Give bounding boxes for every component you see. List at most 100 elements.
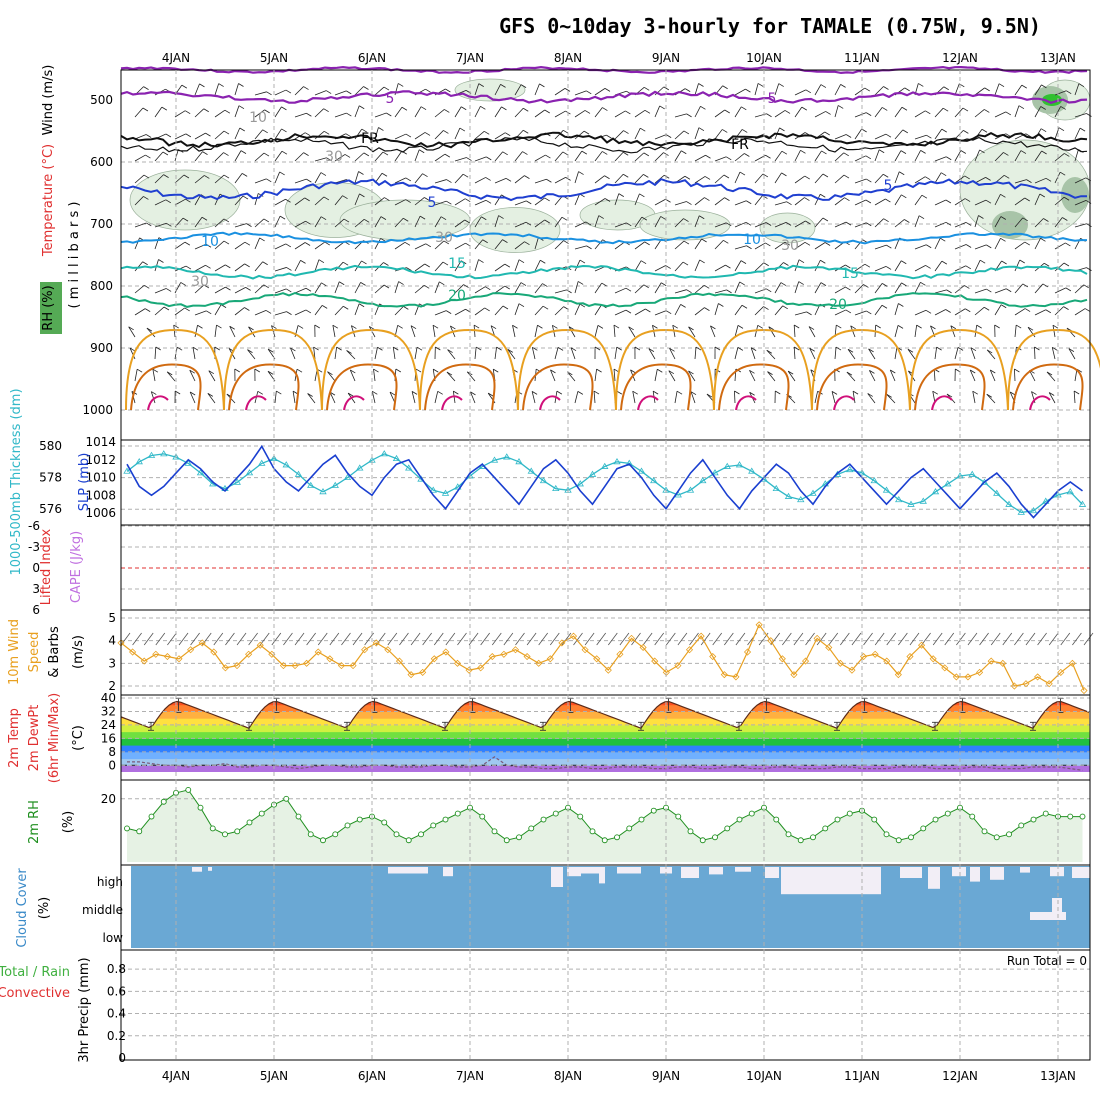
wind-barb-flag (921, 194, 928, 199)
wind-barb-flag (820, 84, 827, 88)
wind-barb-flag (886, 244, 892, 249)
wind-barb-flag (290, 347, 296, 352)
wind-barb (614, 287, 627, 294)
wind-barb-flag (544, 197, 550, 202)
wind-barb (1027, 326, 1036, 338)
wind-barb-flag (725, 264, 731, 269)
wind-barb (534, 219, 545, 228)
cloud-clear-gap (709, 867, 723, 875)
lifted-index-tick-label: 6 (32, 603, 40, 617)
wind-barb-flag (623, 173, 629, 178)
wind-barb-flag (486, 156, 492, 161)
rh2m-point (687, 828, 694, 835)
wind-barb (594, 151, 603, 162)
contour-label: 15 (841, 266, 859, 282)
rh2m-point (516, 834, 522, 841)
temperature-contour (120, 65, 1088, 75)
wind-barb-flag (151, 391, 157, 395)
rh2m-point (810, 834, 816, 841)
wind10m-speed-point (709, 652, 717, 661)
wind-barb (954, 150, 962, 162)
rh2m-point (381, 819, 388, 826)
wind10m-speed-point (245, 650, 253, 658)
cloud-clear-gap (928, 867, 940, 889)
wind-barb (554, 306, 564, 316)
wind-barb-flag (166, 371, 173, 376)
wind-barb-flag (686, 201, 692, 205)
temperature-contour-35 (245, 395, 267, 411)
wind-barb (334, 347, 338, 360)
wind-barb-flag (699, 259, 705, 264)
date-label-bottom: 11JAN (844, 1069, 880, 1083)
wind-barb-flag (925, 110, 931, 115)
wind-barb-flag (501, 106, 507, 111)
wind-barb (714, 109, 725, 118)
wind-barb (734, 260, 742, 272)
wind10m-barb (654, 632, 665, 646)
wind-barb-flag (520, 84, 527, 88)
wind-barb-flag (865, 199, 872, 204)
wind-barb (274, 150, 283, 162)
wind10m-barbs-title: & Barbs (47, 626, 62, 678)
wind-barb-flag (579, 303, 586, 308)
wind-barb-flag (189, 369, 195, 374)
wind-barb (574, 281, 579, 294)
wind-barb-flag (726, 156, 732, 161)
wind-barb-flag (863, 284, 869, 288)
wind10m-barb (271, 632, 282, 646)
wind-barb-flag (726, 222, 732, 227)
wind-barb-flag (820, 259, 826, 264)
wind10m-barb (677, 632, 688, 646)
wind-barb-flag (881, 283, 888, 287)
wind-barb-flag (741, 304, 748, 309)
wind-barb (274, 311, 287, 316)
pressure-tick-label: 700 (90, 217, 113, 231)
wind10m-barb (1083, 632, 1094, 646)
wind-barb-flag (264, 109, 270, 114)
wind10m-barb (1025, 632, 1036, 646)
wind-barb (374, 151, 384, 162)
wind-barb-flag (763, 262, 769, 267)
wind10m-barb (248, 632, 258, 646)
wind-barb (434, 310, 447, 316)
wind-barb-flag (1043, 262, 1050, 267)
temperature-contour-35 (931, 395, 953, 411)
wind-barb-flag (898, 303, 904, 307)
wind-barb-flag (281, 106, 287, 111)
wind-barb (1054, 106, 1062, 118)
wind10m-barb (317, 632, 328, 646)
wind-barb-flag (744, 153, 750, 157)
wind10m-speed-point (976, 668, 984, 676)
wind-barb-flag (945, 221, 952, 226)
wind-barb-flag (446, 371, 453, 376)
wind-barb (694, 347, 697, 360)
wind10m-speed-point (500, 650, 508, 658)
wind-barb (734, 325, 739, 338)
thickness-point (735, 461, 744, 468)
wind-barb-flag (648, 348, 655, 352)
wind-barb-flag (161, 106, 168, 111)
wind-barb-flag (1034, 346, 1040, 351)
cloud-level-label: middle (82, 903, 123, 917)
wind-barb (434, 240, 445, 250)
contour-label: 30 (325, 149, 343, 165)
wind10m-barb (944, 632, 955, 646)
wind-barb (674, 113, 687, 118)
wind-barb-flag (383, 86, 390, 91)
cloud-clear-gap (551, 867, 563, 887)
pressure-tick-label: 1000 (82, 403, 113, 417)
wind-barb-flag (940, 172, 947, 177)
wind-barb-flag (688, 370, 694, 375)
wind-barb (454, 106, 462, 118)
wind-barb-flag (930, 325, 936, 330)
wind-barb (247, 349, 256, 360)
wind10m-speed-point (941, 664, 949, 672)
wind10m-speed-point (918, 641, 926, 649)
wind-barb (874, 218, 884, 228)
wind-barb (254, 178, 267, 184)
wind-barb-flag (378, 127, 384, 131)
wind-barb (174, 307, 185, 316)
wind-barb (454, 173, 464, 184)
wind-barb (414, 243, 426, 250)
wind10m-speed-point (593, 655, 601, 663)
